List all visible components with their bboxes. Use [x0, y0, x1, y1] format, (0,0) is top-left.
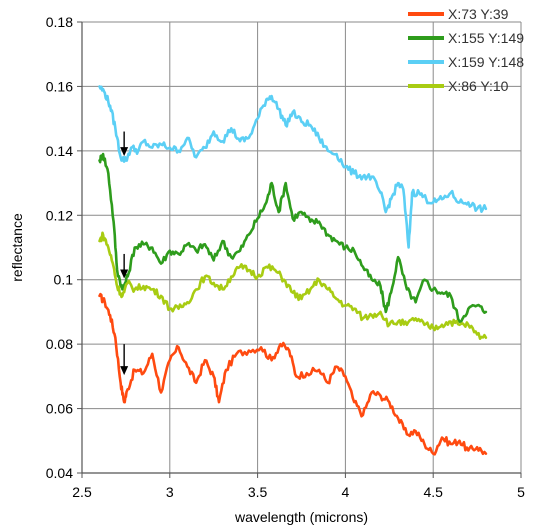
y-tick-label: 0.16 — [46, 78, 73, 94]
y-tick-label: 0.04 — [46, 465, 73, 481]
x-axis-label: wavelength (microns) — [234, 509, 368, 525]
x-tick-label: 4.5 — [423, 484, 443, 500]
y-tick-label: 0.06 — [46, 401, 73, 417]
x-tick-label: 2.5 — [72, 484, 92, 500]
y-tick-label: 0.1 — [54, 272, 74, 288]
legend-label: X:159 Y:148 — [448, 54, 524, 70]
y-tick-label: 0.12 — [46, 207, 73, 223]
y-tick-label: 0.08 — [46, 336, 73, 352]
legend-label: X:155 Y:149 — [448, 30, 524, 46]
y-tick-label: 0.14 — [46, 143, 73, 159]
annotation-arrow-head — [120, 366, 129, 376]
legend-label: X:73 Y:39 — [448, 6, 509, 22]
axes — [77, 21, 522, 478]
y-axis-label: reflectance — [9, 213, 25, 282]
series-lines — [98, 85, 488, 456]
x-tick-label: 4 — [342, 484, 350, 500]
y-tick-label: 0.18 — [46, 14, 73, 30]
x-tick-label: 3 — [166, 484, 174, 500]
legend-label: X:86 Y:10 — [448, 78, 509, 94]
series-line-0 — [98, 292, 488, 456]
annotation-arrow-head — [120, 147, 129, 157]
x-tick-label: 5 — [517, 484, 525, 500]
grid-lines — [81, 21, 522, 474]
series-line-1 — [98, 152, 488, 324]
x-tick-label: 3.5 — [248, 484, 268, 500]
annotation-arrow-head — [120, 269, 129, 279]
series-line-2 — [98, 85, 488, 249]
series-line-3 — [98, 231, 488, 341]
annotation-arrows — [120, 131, 129, 376]
legend: X:73 Y:39 X:155 Y:149 X:159 Y:148 X:86 Y:10 — [408, 6, 524, 94]
tick-labels: 2.5 3 3.5 4 4.5 5 0.04 0.06 0.08 0.1 0.12 0.14 0.16 0… — [46, 14, 525, 500]
